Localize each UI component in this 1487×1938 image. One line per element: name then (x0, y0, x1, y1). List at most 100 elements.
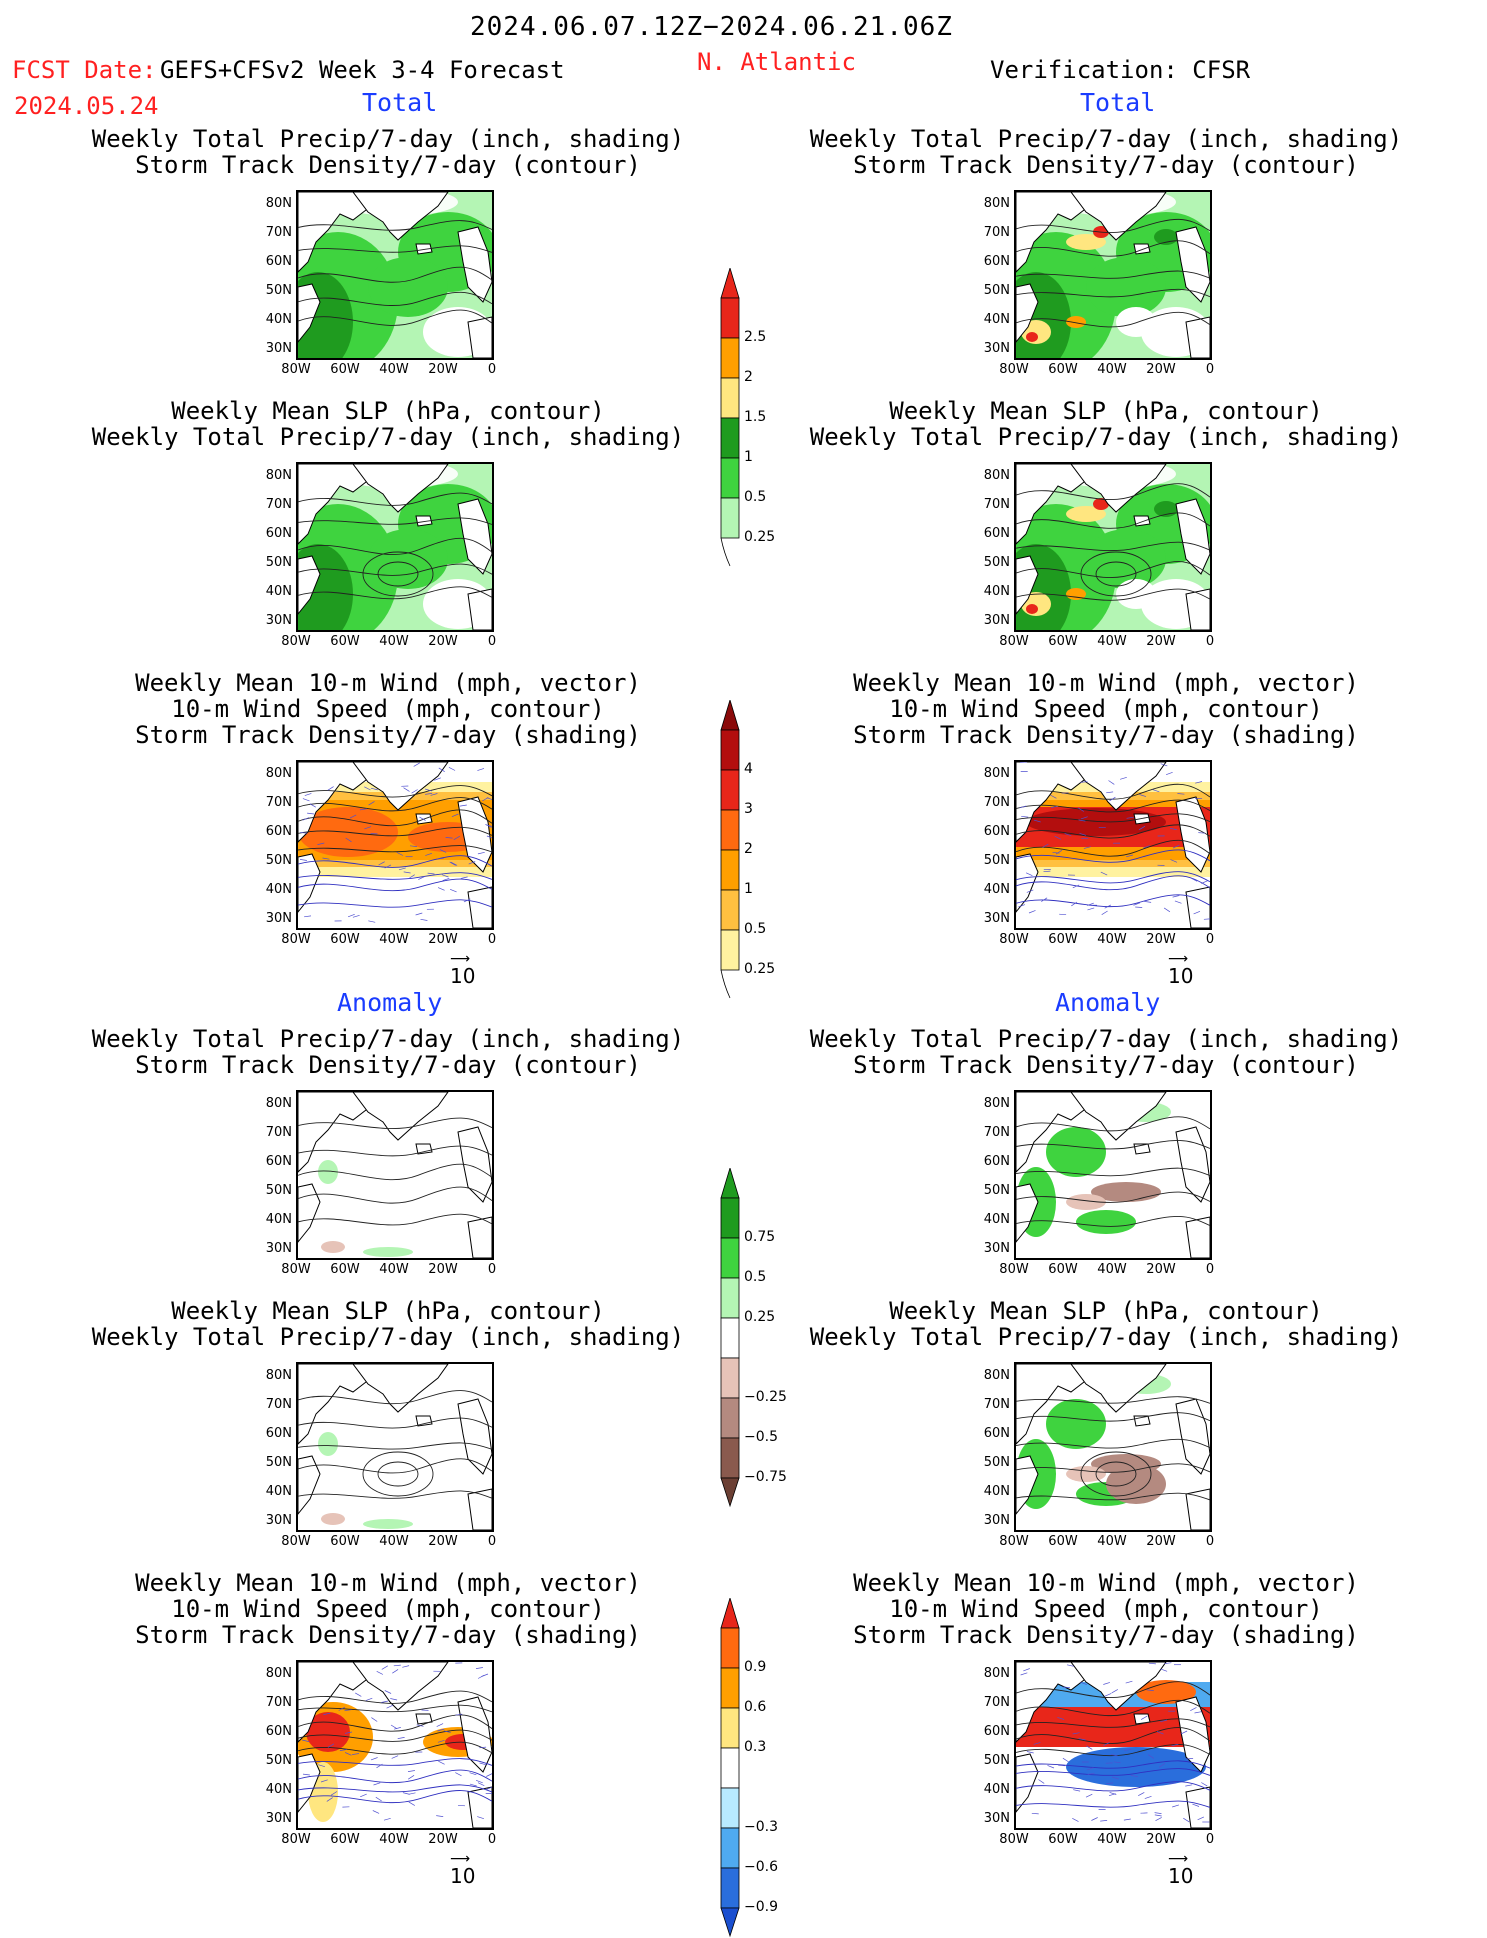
panel-title-line: Storm Track Density/7-day (shading) (786, 722, 1426, 748)
lon-tick-label: 20W (1141, 1534, 1181, 1549)
lon-tick-label: 20W (423, 362, 463, 377)
section-anomaly-right: Anomaly (1055, 988, 1160, 1017)
vector-reference: ⟶10 (1168, 954, 1193, 988)
lon-tick-label: 80W (994, 932, 1034, 947)
panel-title-line: Weekly Mean SLP (hPa, contour) (786, 1298, 1426, 1324)
panel-title-left-2: Weekly Mean 10-m Wind (mph, vector)10-m … (68, 670, 708, 748)
vector-reference-value: 10 (1168, 964, 1193, 988)
date-range: 2024.06.07.12Z−2024.06.21.06Z (470, 12, 953, 42)
lon-tick-label: 20W (1141, 634, 1181, 649)
colorbar-tick-label: 2.5 (744, 329, 766, 345)
lat-tick-label: 40N (974, 1782, 1010, 1797)
lon-tick-label: 40W (374, 362, 414, 377)
lat-tick-label: 30N (974, 911, 1010, 926)
panel-title-line: Storm Track Density/7-day (contour) (786, 152, 1426, 178)
panel-title-left-4: Weekly Mean SLP (hPa, contour)Weekly Tot… (68, 1298, 708, 1350)
lat-tick-label: 50N (974, 283, 1010, 298)
lon-tick-label: 40W (374, 1534, 414, 1549)
map-panel-right-5 (1014, 1660, 1212, 1830)
vector-arrow-icon: ⟶ (1168, 954, 1193, 964)
lon-tick-label: 20W (423, 634, 463, 649)
lat-tick-label: 80N (974, 1368, 1010, 1383)
vector-reference-value: 10 (450, 1864, 475, 1888)
lat-tick-label: 60N (974, 824, 1010, 839)
lat-tick-label: 50N (256, 853, 292, 868)
lon-tick-label: 80W (994, 1534, 1034, 1549)
lon-tick-label: 60W (325, 1832, 365, 1847)
lat-tick-label: 70N (974, 1397, 1010, 1412)
lat-tick-label: 50N (974, 853, 1010, 868)
lat-tick-label: 50N (974, 1753, 1010, 1768)
fcst-date: 2024.05.24 (14, 92, 159, 120)
panel-title-line: Weekly Mean 10-m Wind (mph, vector) (68, 670, 708, 696)
colorbar-tick-label: 1.5 (744, 409, 766, 425)
vector-reference: ⟶10 (450, 954, 475, 988)
panel-title-line: Weekly Mean 10-m Wind (mph, vector) (786, 1570, 1426, 1596)
vector-arrow-icon: ⟶ (450, 954, 475, 964)
colorbar-tick-label: 0.9 (744, 1659, 766, 1675)
map-panel-left-0 (296, 190, 494, 360)
lon-tick-label: 0 (472, 1262, 512, 1277)
panel-title-line: Storm Track Density/7-day (shading) (68, 1622, 708, 1648)
lon-tick-label: 80W (994, 1262, 1034, 1277)
colorbar-tick-label: 4 (744, 761, 753, 777)
colorbar-tick-label: 0.75 (744, 1229, 775, 1245)
lat-tick-label: 60N (974, 254, 1010, 269)
lat-tick-label: 40N (256, 312, 292, 327)
vector-reference: ⟶10 (1168, 1854, 1193, 1888)
lat-tick-label: 30N (974, 1513, 1010, 1528)
lat-tick-label: 30N (256, 1241, 292, 1256)
panel-title-right-2: Weekly Mean 10-m Wind (mph, vector)10-m … (786, 670, 1426, 748)
lat-tick-label: 30N (256, 613, 292, 628)
lon-tick-label: 0 (472, 634, 512, 649)
panel-title-line: 10-m Wind Speed (mph, contour) (68, 696, 708, 722)
lon-tick-label: 0 (472, 932, 512, 947)
colorbar-tick-label: −0.25 (744, 1389, 787, 1405)
panel-title-right-3: Weekly Total Precip/7-day (inch, shading… (786, 1026, 1426, 1078)
lon-tick-label: 60W (1043, 1262, 1083, 1277)
lon-tick-label: 40W (1092, 932, 1132, 947)
map-panel-right-3 (1014, 1090, 1212, 1260)
lat-tick-label: 70N (256, 1695, 292, 1710)
lon-tick-label: 0 (472, 1832, 512, 1847)
lon-tick-label: 80W (994, 634, 1034, 649)
panel-title-right-1: Weekly Mean SLP (hPa, contour)Weekly Tot… (786, 398, 1426, 450)
section-anomaly-left: Anomaly (337, 988, 442, 1017)
panel-title-line: Weekly Mean 10-m Wind (mph, vector) (786, 670, 1426, 696)
lat-tick-label: 80N (974, 766, 1010, 781)
lat-tick-label: 80N (256, 1368, 292, 1383)
lat-tick-label: 80N (974, 196, 1010, 211)
lat-tick-label: 40N (256, 1212, 292, 1227)
map-panel-left-1 (296, 462, 494, 632)
region-label: N. Atlantic (697, 48, 856, 76)
lon-tick-label: 60W (1043, 932, 1083, 947)
colorbar-total-track (720, 700, 740, 1000)
lat-tick-label: 50N (256, 555, 292, 570)
lon-tick-label: 60W (1043, 634, 1083, 649)
lat-tick-label: 70N (974, 795, 1010, 810)
lat-tick-label: 40N (256, 584, 292, 599)
panel-title-left-3: Weekly Total Precip/7-day (inch, shading… (68, 1026, 708, 1078)
lat-tick-label: 60N (256, 824, 292, 839)
lon-tick-label: 20W (1141, 1262, 1181, 1277)
lon-tick-label: 60W (325, 932, 365, 947)
lat-tick-label: 80N (256, 196, 292, 211)
panel-title-right-0: Weekly Total Precip/7-day (inch, shading… (786, 126, 1426, 178)
lat-tick-label: 30N (974, 341, 1010, 356)
lat-tick-label: 80N (256, 1666, 292, 1681)
panel-title-line: Storm Track Density/7-day (contour) (68, 1052, 708, 1078)
lon-tick-label: 80W (994, 1832, 1034, 1847)
lon-tick-label: 80W (276, 1832, 316, 1847)
colorbar-tick-label: 0.3 (744, 1739, 766, 1755)
lon-tick-label: 20W (1141, 1832, 1181, 1847)
colorbar-tick-label: −0.9 (744, 1899, 778, 1915)
lat-tick-label: 30N (974, 613, 1010, 628)
section-total-left: Total (362, 88, 437, 117)
map-panel-left-5 (296, 1660, 494, 1830)
lat-tick-label: 60N (256, 1154, 292, 1169)
map-panel-left-3 (296, 1090, 494, 1260)
lat-tick-label: 80N (256, 766, 292, 781)
lat-tick-label: 50N (974, 1183, 1010, 1198)
colorbar-tick-label: 0.25 (744, 961, 775, 977)
lat-tick-label: 50N (974, 1455, 1010, 1470)
